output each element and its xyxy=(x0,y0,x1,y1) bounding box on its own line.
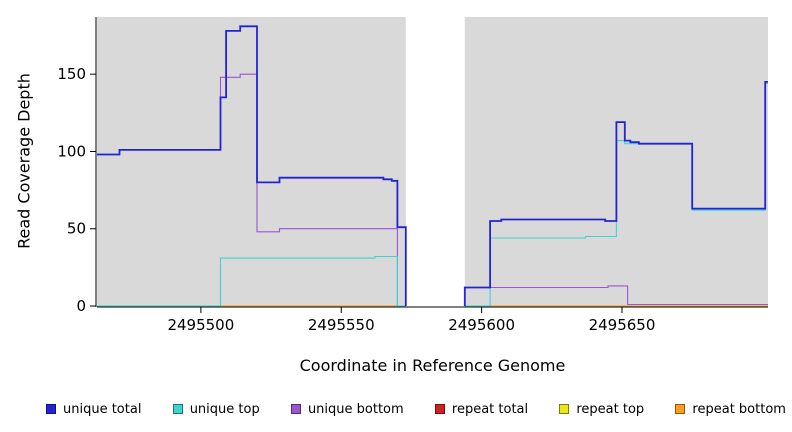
legend-swatch-repeat-top xyxy=(559,404,570,414)
legend-item-unique-total: unique total xyxy=(46,402,141,417)
coverage-chart: 2495500 2495550 2495600 2495650 0 50 100 150 xyxy=(57,17,768,334)
y-tick-label: 150 xyxy=(57,65,86,83)
legend-swatch-unique-total xyxy=(46,404,56,414)
x-tick-label: 2495600 xyxy=(448,316,515,334)
legend: unique total unique top unique bottom repea… xyxy=(46,399,786,419)
legend-label: unique total xyxy=(63,401,142,417)
x-tick-label: 2495650 xyxy=(589,316,656,334)
legend-label: repeat total xyxy=(451,401,529,417)
legend-label: repeat bottom xyxy=(692,401,786,417)
series-unique-top xyxy=(464,82,768,307)
x-tick-label: 2495500 xyxy=(167,316,234,334)
series-unique-top xyxy=(97,255,406,307)
series-unique-total xyxy=(97,25,407,306)
x-tick-label: 2495550 xyxy=(308,316,375,334)
legend-label: unique top xyxy=(189,401,260,417)
legend-label: repeat top xyxy=(576,401,645,417)
legend-item-repeat-bottom: repeat bottom xyxy=(675,402,786,417)
series-unique-total xyxy=(463,81,768,306)
legend-item-unique-top: unique top xyxy=(172,401,260,417)
legend-swatch-repeat-total xyxy=(434,404,445,414)
legend-label: unique bottom xyxy=(307,401,404,417)
legend-swatch-repeat-bottom xyxy=(675,404,686,414)
legend-swatch-unique-top xyxy=(172,404,183,414)
y-tick-label: 50 xyxy=(67,220,86,238)
legend-swatch-unique-bottom xyxy=(290,404,301,414)
y-tick-label: 0 xyxy=(76,297,86,315)
legend-item-repeat-top: repeat top xyxy=(559,402,644,417)
legend-item-repeat-total: repeat total xyxy=(434,401,529,417)
y-axis-title: Read Coverage Depth xyxy=(14,73,34,249)
legend-item-unique-bottom: unique bottom xyxy=(290,401,404,417)
masked-region xyxy=(405,17,465,306)
x-axis-title: Coordinate in Reference Genome xyxy=(299,356,566,375)
y-tick-label: 100 xyxy=(57,142,86,160)
